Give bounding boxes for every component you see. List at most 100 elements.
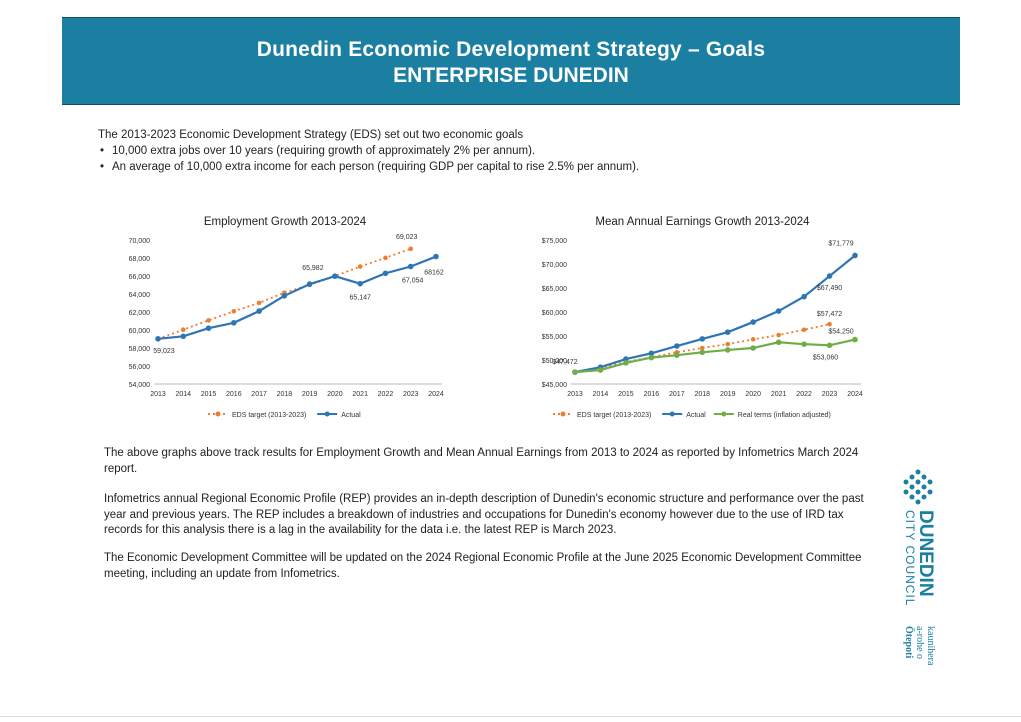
- data-point: [623, 360, 629, 366]
- y-tick-label: $65,000: [542, 286, 567, 293]
- logo-maori-3: Ōtepoti: [903, 626, 915, 658]
- data-point: [827, 321, 832, 327]
- data-point: [205, 325, 212, 331]
- employment-chart-svg: 54,000 56,000 58,000 60,000 62,000 64,000 66,0…: [129, 234, 444, 419]
- x-tick-label: 2013: [150, 391, 166, 398]
- x-tick-label: 2017: [251, 391, 267, 398]
- employment-chart-title: Employment Growth 2013-2024: [203, 216, 367, 228]
- x-tick-label: 2013: [567, 391, 583, 398]
- y-tick-label: 54,000: [129, 382, 151, 389]
- data-point: [750, 319, 756, 325]
- goal-item: 10,000 extra jobs over 10 years (requiri…: [100, 143, 639, 159]
- data-point: [180, 327, 186, 333]
- x-tick-label: 2017: [669, 391, 685, 398]
- footer-divider: [0, 716, 1021, 717]
- data-point: [775, 308, 782, 314]
- data-label: $54,250: [828, 329, 853, 336]
- data-point: [357, 280, 363, 287]
- x-tick-label: 2016: [226, 391, 242, 398]
- legend-marker: [215, 411, 221, 417]
- earnings-chart-title: Mean Annual Earnings Growth 2013-2024: [595, 216, 810, 228]
- title-banner: Dunedin Economic Development Strategy – …: [62, 17, 960, 105]
- data-point: [852, 252, 858, 259]
- x-tick-label: 2022: [378, 391, 394, 398]
- data-label: $47,472: [552, 359, 577, 366]
- legend-label: Actual: [686, 412, 706, 419]
- legend-marker: [669, 411, 675, 417]
- data-label: $53,060: [813, 354, 838, 361]
- data-point: [852, 336, 858, 343]
- data-point: [776, 332, 781, 338]
- x-tick-label: 2014: [593, 391, 609, 398]
- data-point: [724, 329, 731, 335]
- y-tick-label: 68,000: [129, 256, 151, 263]
- data-point: [699, 336, 706, 342]
- data-point: [383, 255, 388, 261]
- data-point: [155, 335, 161, 342]
- data-point: [699, 349, 706, 356]
- x-tick-label: 2020: [745, 391, 761, 398]
- x-tick-label: 2018: [694, 391, 710, 398]
- x-tick-label: 2021: [771, 391, 787, 398]
- data-point: [572, 369, 578, 375]
- data-point: [433, 253, 439, 260]
- data-point: [674, 352, 680, 358]
- x-tick-label: 2019: [720, 391, 736, 398]
- x-tick-label: 2022: [796, 391, 812, 398]
- data-point: [231, 308, 237, 314]
- data-label: 67,054: [402, 278, 424, 285]
- x-tick-label: 2024: [428, 391, 444, 398]
- x-tick-label: 2021: [352, 391, 368, 398]
- data-label: $71,779: [828, 240, 853, 247]
- legend-marker: [721, 411, 727, 417]
- paragraph-graphs: The above graphs above track results for…: [104, 447, 859, 475]
- y-tick-label: 56,000: [129, 364, 151, 371]
- data-point: [382, 270, 389, 277]
- legend-label: EDS target (2013-2023): [232, 412, 306, 419]
- intro-section: The 2013-2023 Economic Development Strat…: [98, 127, 639, 175]
- y-tick-label: $60,000: [542, 310, 567, 317]
- data-point: [699, 345, 705, 351]
- page-title: Dunedin Economic Development Strategy – …: [256, 38, 766, 61]
- series-line: [574, 323, 830, 374]
- x-tick-label: 2023: [403, 391, 419, 398]
- data-point: [725, 341, 731, 347]
- x-tick-label: 2023: [822, 391, 838, 398]
- data-point: [826, 342, 833, 349]
- paragraph-update: The Economic Development Committee will …: [104, 552, 862, 580]
- data-point: [750, 337, 756, 342]
- y-tick-label: $50,000: [542, 358, 567, 365]
- data-point: [648, 354, 655, 361]
- data-point: [801, 293, 807, 300]
- data-point: [801, 341, 807, 347]
- data-point: [648, 350, 655, 357]
- data-point: [281, 293, 288, 299]
- x-tick-label: 2024: [847, 391, 863, 398]
- legend-marker: [324, 411, 330, 417]
- data-label: $57,472: [817, 311, 842, 318]
- x-tick-label: 2016: [644, 391, 660, 398]
- paragraph-rep: Infometrics annual Regional Economic Pro…: [104, 493, 864, 536]
- data-label: 69,023: [396, 234, 418, 241]
- logo-maori-2: a-rohe o: [914, 626, 925, 659]
- data-point: [674, 343, 680, 349]
- y-tick-label: 64,000: [129, 292, 151, 299]
- data-label: 65,147: [349, 295, 371, 302]
- x-tick-label: 2014: [175, 391, 191, 398]
- employment-chart: Employment Growth 2013-2024 54,000 56,000…: [110, 212, 460, 427]
- earnings-chart: Mean Annual Earnings Growth 2013-2024 $4…: [525, 212, 880, 427]
- data-point: [231, 320, 237, 326]
- data-label: 59,023: [153, 348, 175, 355]
- y-tick-label: $70,000: [542, 262, 567, 269]
- data-point: [256, 308, 262, 314]
- data-point: [623, 356, 629, 362]
- goal-list: 10,000 extra jobs over 10 years (requiri…: [98, 143, 639, 175]
- data-point: [332, 273, 338, 279]
- y-tick-label: 62,000: [129, 310, 151, 317]
- logo-mark-icon: [903, 469, 933, 505]
- y-tick-label: 58,000: [129, 346, 151, 353]
- earnings-chart-svg: $45,000 $50,000 $55,000 $60,000 $65,000 $70,0…: [542, 238, 863, 419]
- y-tick-label: $45,000: [542, 382, 567, 389]
- page-subtitle: ENTERPRISE DUNEDIN: [393, 64, 629, 87]
- goal-item: An average of 10,000 extra income for ea…: [100, 159, 639, 175]
